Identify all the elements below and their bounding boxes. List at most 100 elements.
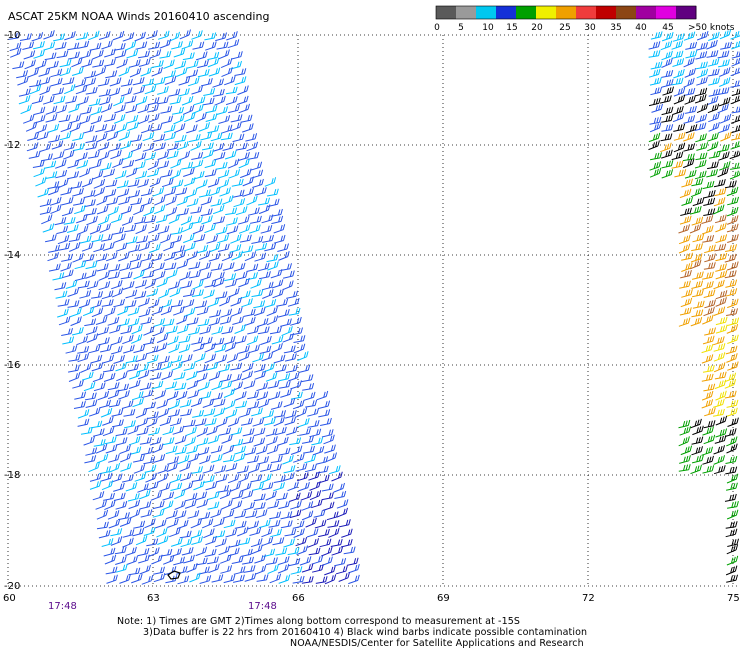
wind-barb <box>191 336 204 345</box>
wind-barb <box>684 169 697 179</box>
wind-barb <box>184 436 196 447</box>
wind-barb <box>58 242 71 251</box>
wind-barb <box>690 187 703 198</box>
wind-barb <box>82 306 95 317</box>
wind-barb <box>110 345 123 355</box>
wind-barb <box>238 224 251 234</box>
wind-barb <box>179 29 191 40</box>
wind-barb <box>234 510 247 519</box>
wind-barb <box>152 187 165 197</box>
wind-barb <box>144 152 156 161</box>
wind-barb <box>719 161 731 171</box>
wind-barb <box>69 122 82 133</box>
wind-barb <box>184 242 196 252</box>
wind-barb <box>261 527 273 538</box>
wind-barb <box>125 236 138 245</box>
wind-barb <box>696 103 709 114</box>
wind-barb <box>74 204 86 215</box>
wind-barb <box>673 87 686 97</box>
wind-barb <box>213 398 226 408</box>
wind-barb <box>706 95 719 106</box>
wind-barb <box>678 419 691 429</box>
wind-barb <box>96 205 109 215</box>
wind-barb <box>287 481 299 492</box>
wind-barb <box>251 235 264 244</box>
wind-barb <box>156 214 168 223</box>
wind-barb <box>167 390 179 401</box>
wind-barb <box>272 288 284 299</box>
wind-barb <box>135 353 148 363</box>
wind-barb <box>141 575 154 585</box>
wind-barb <box>23 114 35 124</box>
scale-tick-0: 0 <box>434 23 440 33</box>
wind-barb <box>193 342 205 352</box>
wind-barb <box>166 510 178 520</box>
wind-barb <box>191 151 204 160</box>
wind-barb <box>650 152 662 161</box>
wind-barb <box>708 112 720 123</box>
wind-barb <box>77 418 90 427</box>
wind-barb <box>58 114 71 123</box>
wind-barb <box>176 196 189 206</box>
wind-barb <box>651 103 663 113</box>
wind-barb <box>122 334 134 345</box>
wind-barb <box>712 336 725 346</box>
wind-barb <box>36 131 49 141</box>
wind-barb <box>162 318 175 327</box>
wind-barb <box>231 178 244 187</box>
wind-barb <box>703 434 716 445</box>
wind-barb <box>170 537 183 547</box>
wind-barb <box>227 39 240 49</box>
island-outline <box>167 570 181 580</box>
wind-barb <box>154 195 166 206</box>
wind-barb <box>101 299 114 307</box>
wind-barb <box>99 96 111 106</box>
wind-barb <box>182 52 195 61</box>
wind-barb <box>101 103 113 113</box>
wind-barb <box>206 361 219 371</box>
wind-barb <box>208 252 221 262</box>
wind-barb <box>278 380 291 389</box>
wind-barb <box>59 131 72 141</box>
wind-barb <box>229 482 241 492</box>
wind-barb <box>139 500 152 510</box>
wind-barb <box>691 216 704 226</box>
wind-barb <box>48 263 61 272</box>
wind-barb <box>76 159 89 169</box>
wind-barb <box>129 370 141 380</box>
wind-barb <box>152 443 164 454</box>
wind-barb <box>204 353 217 364</box>
wind-barb <box>155 342 168 353</box>
wind-barb <box>52 272 65 281</box>
time-labels: 17:48 17:48 <box>48 601 277 612</box>
wind-barb <box>181 95 194 106</box>
wind-barb <box>203 87 216 96</box>
wind-barb <box>84 70 96 79</box>
wind-barb <box>44 234 57 243</box>
wind-barb <box>107 510 120 520</box>
wind-barb <box>51 140 64 150</box>
wind-barb <box>290 445 303 455</box>
wind-barb <box>149 372 162 380</box>
wind-barb <box>168 343 180 354</box>
wind-barb <box>69 241 81 252</box>
wind-barb <box>196 364 209 373</box>
wind-barb <box>244 572 257 582</box>
wind-barb <box>725 279 738 288</box>
wind-barb <box>283 397 296 408</box>
wind-barb <box>151 66 163 77</box>
wind-barb <box>118 251 130 262</box>
wind-barb <box>262 289 274 299</box>
wind-barb <box>276 298 289 307</box>
latitude-labels: -10 -12 -14 -16 -18 -20 <box>4 30 20 592</box>
wind-barb <box>192 41 205 50</box>
wind-barb <box>713 343 726 352</box>
wind-barb <box>300 491 313 501</box>
wind-barb <box>727 417 739 427</box>
footnote-line-3: NOAA/NESDIS/Center for Satellite Applica… <box>290 638 584 649</box>
wind-barb <box>143 325 155 336</box>
wind-barb <box>691 271 704 280</box>
wind-barb <box>118 512 130 521</box>
wind-barb <box>115 563 128 573</box>
wind-barb <box>137 104 150 114</box>
